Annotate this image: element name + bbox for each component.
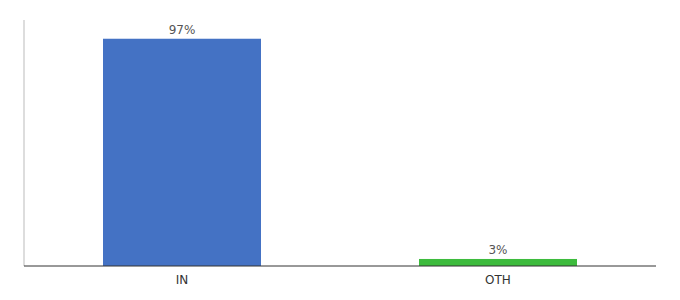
x-tick-label: OTH [485,273,511,287]
x-tick-label: IN [176,273,189,287]
bar [419,259,577,266]
chart-container: IN OTH 97% 3% [0,0,680,300]
x-axis-line [24,266,656,267]
y-axis-line [24,20,25,266]
chart-svg: IN OTH 97% 3% [0,0,680,300]
page: {"chart_data": {"type": "bar", "categori… [0,0,680,300]
bars [103,39,577,266]
data-label: 3% [488,243,507,257]
bar [103,39,261,266]
data-label: 97% [169,23,196,37]
